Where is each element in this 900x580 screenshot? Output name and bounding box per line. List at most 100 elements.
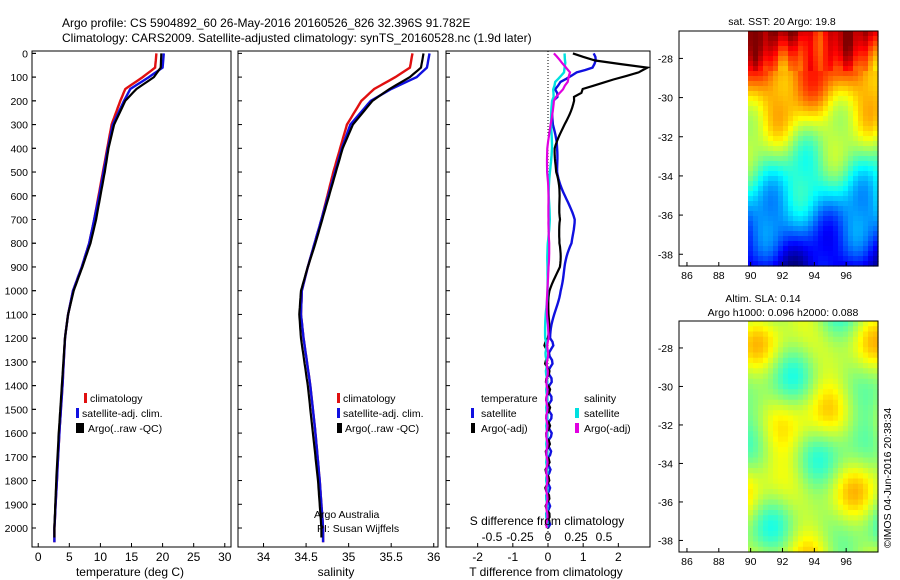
sst-cell: [773, 211, 779, 217]
sla-cell: [858, 389, 864, 396]
sla-cell: [753, 352, 759, 359]
sla-cell: [828, 331, 834, 338]
sla-cell: [788, 531, 794, 537]
sst-cell: [838, 191, 844, 197]
sst-cell: [803, 206, 809, 212]
sla-cell: [838, 504, 844, 511]
sst-cell: [768, 211, 774, 217]
sla-cell: [788, 342, 794, 348]
sla-cell: [773, 378, 779, 385]
sst-cell: [758, 56, 764, 62]
sst-cell: [843, 46, 849, 52]
sla-cell: [788, 368, 794, 375]
sst-cell: [803, 56, 809, 62]
sla-cell: [843, 525, 849, 532]
sst-cell: [768, 166, 774, 172]
sla-cell: [753, 389, 759, 396]
sst-cell: [768, 141, 774, 147]
sst-cell: [763, 136, 769, 142]
sla-cell: [803, 510, 809, 516]
sst-cell: [838, 261, 844, 267]
sst-cell: [798, 256, 804, 262]
sst-cell: [803, 141, 809, 147]
sla-cell: [848, 462, 854, 469]
sla-cell: [858, 494, 864, 501]
sst-cell: [863, 261, 869, 267]
sst-cell: [798, 61, 804, 67]
sst-cell: [843, 51, 849, 57]
sst-cell: [838, 141, 844, 147]
sst-cell: [853, 51, 859, 57]
sla-cell: [788, 347, 794, 354]
sst-cell: [853, 221, 859, 227]
sst-cell: [823, 31, 829, 37]
sst-cell: [808, 211, 814, 217]
sst-cell: [788, 146, 794, 152]
sst-cell: [758, 41, 764, 47]
sla-cell: [783, 504, 789, 511]
sla-cell: [773, 494, 779, 501]
sla-cell: [858, 536, 864, 543]
sla-cell: [763, 447, 769, 453]
sla-cell: [803, 462, 809, 469]
sst-cell: [748, 56, 754, 62]
sla-cell: [778, 531, 784, 537]
sst-cell: [868, 251, 874, 257]
sla-cell: [823, 357, 829, 364]
sst-cell: [783, 216, 789, 222]
sla-cell: [838, 525, 844, 532]
sla-cell: [833, 368, 839, 375]
sla-cell: [863, 321, 869, 327]
sla-cell: [783, 394, 789, 401]
sst-cell: [748, 166, 754, 172]
sla-cell: [823, 368, 829, 375]
sst-cell: [758, 151, 764, 157]
sla-cell: [808, 357, 814, 364]
sst-cell: [818, 156, 824, 162]
sla-cell: [778, 515, 784, 522]
sla-cell: [793, 515, 799, 522]
sst-cell: [798, 156, 804, 162]
sst-cell: [788, 161, 794, 167]
sla-cell: [773, 504, 779, 511]
sla-cell: [768, 489, 774, 495]
sla-cell: [843, 478, 849, 485]
sla-cell: [768, 478, 774, 485]
sla-cell: [853, 352, 859, 359]
sla-cell: [758, 373, 764, 380]
sst-cell: [873, 151, 879, 157]
sst-cell: [788, 256, 794, 262]
sla-cell: [848, 415, 854, 422]
sst-cell: [848, 71, 854, 77]
sst-cell: [823, 236, 829, 242]
sst-cell: [868, 181, 874, 187]
xtick-label: 35.5: [380, 550, 404, 564]
sla-cell: [788, 504, 794, 511]
sla-cell: [768, 457, 774, 464]
sla-cell: [783, 331, 789, 338]
sla-cell: [748, 357, 754, 364]
sla-cell: [758, 342, 764, 348]
sst-cell: [808, 201, 814, 207]
sla-cell: [838, 457, 844, 464]
sst-cell: [853, 146, 859, 152]
sst-cell: [873, 226, 879, 232]
sst-cell: [778, 251, 784, 257]
sst-cell: [768, 236, 774, 242]
sst-cell: [813, 156, 819, 162]
sst-cell: [868, 226, 874, 232]
sla-cell: [813, 452, 819, 459]
sla-cell: [808, 415, 814, 422]
sst-cell: [748, 206, 754, 212]
sla-cell: [873, 363, 879, 369]
sla-cell: [818, 483, 824, 490]
sla-cell: [818, 352, 824, 359]
sla-cell: [823, 326, 829, 333]
sst-cell: [818, 196, 824, 202]
sla-cell: [763, 426, 769, 432]
sla-cell: [873, 478, 879, 485]
sla-cell: [843, 462, 849, 469]
sst-cell: [783, 61, 789, 67]
sla-cell: [808, 399, 814, 406]
sla-cell: [783, 531, 789, 537]
